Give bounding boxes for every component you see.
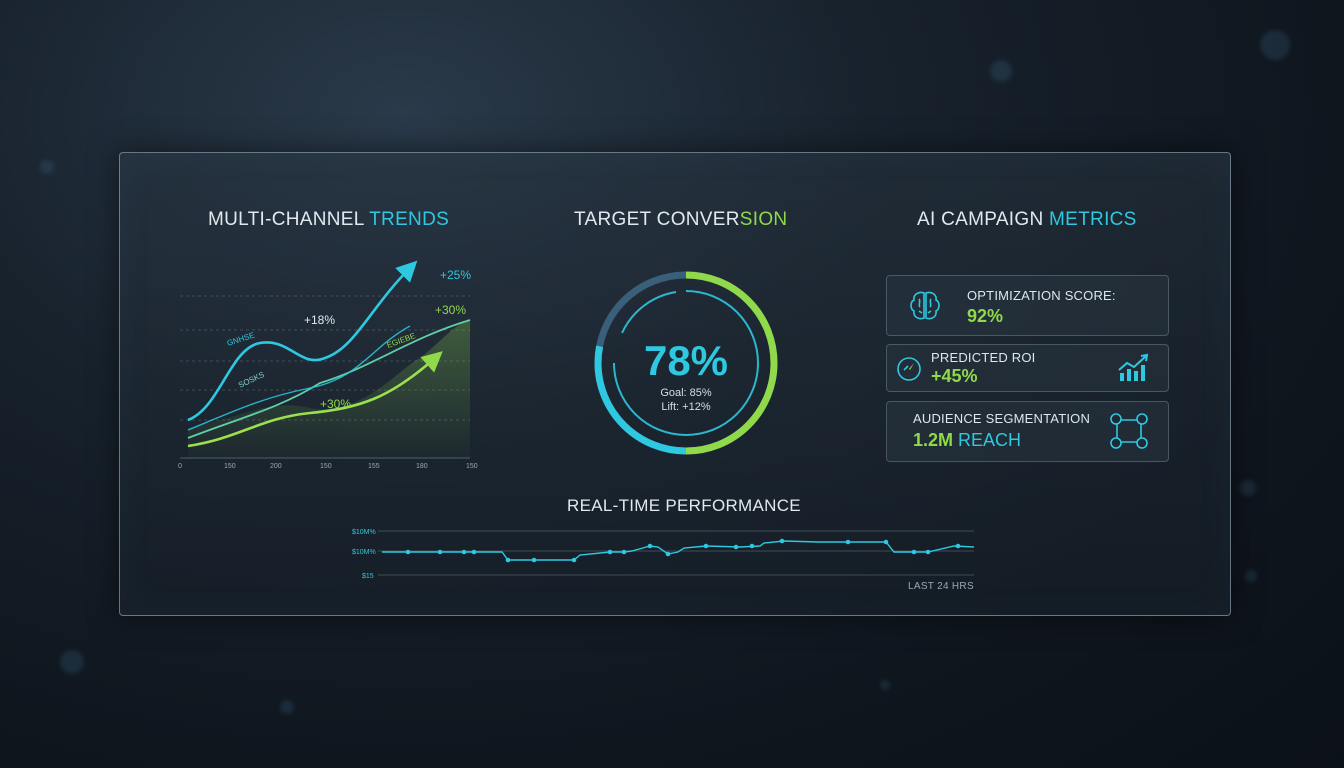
rt-point — [749, 543, 755, 549]
rt-point — [925, 549, 931, 555]
gauge-inner-arc — [613, 290, 759, 436]
rt-point — [571, 557, 577, 563]
trends-series-cyan-secondary-line — [187, 325, 411, 431]
x-tick: 155 — [368, 463, 380, 470]
roi-label: PREDICTED ROI — [931, 350, 1036, 365]
conversion-lift: Lift: +12% — [661, 401, 710, 413]
x-tick: 180 — [416, 463, 428, 470]
rt-point — [607, 549, 613, 555]
trends-x-axis: 0 150 200 150 155 180 150 — [178, 463, 478, 470]
rt-point — [883, 539, 889, 545]
background-bokeh — [1260, 30, 1290, 60]
rt-point — [405, 549, 411, 555]
trends-series-green-line — [187, 351, 443, 448]
rt-point — [733, 544, 739, 550]
metric-card-roi[interactable]: PREDICTED ROI +45% — [886, 344, 1169, 392]
trends-area-fill — [188, 320, 470, 458]
gauge-icon — [897, 357, 921, 381]
trends-label-18: +18% — [304, 313, 335, 327]
audience-value: 1.2M REACH — [913, 430, 1022, 450]
background-bokeh — [1240, 480, 1256, 496]
conversion-goal: Goal: 85% — [660, 387, 712, 399]
trends-title: MULTI-CHANNEL TRENDS — [208, 209, 450, 230]
rt-point — [665, 551, 671, 557]
rt-point — [437, 549, 443, 555]
bar-chart-trend-icon — [1118, 353, 1149, 381]
audience-label: AUDIENCE SEGMENTATION — [913, 411, 1091, 426]
optimization-value: 92% — [967, 306, 1004, 326]
metric-card-optimization[interactable]: OPTIMIZATION SCORE: 92% — [886, 275, 1169, 336]
realtime-chart: $10M% $10M% $15 — [352, 529, 975, 580]
rt-y-tick: $10M% — [352, 549, 376, 556]
background-bokeh — [60, 650, 84, 674]
background-bokeh — [40, 160, 54, 174]
trends-chart: +25% +30% +18% +30% GNHSE SOSKS EGIEBE 0… — [178, 260, 478, 470]
x-tick: 200 — [270, 463, 282, 470]
rt-point — [461, 549, 467, 555]
dashboard-panel: MULTI-CHANNEL TRENDS TARGET CONVERSION A… — [119, 152, 1231, 616]
gauge-inner-arc-left — [621, 291, 677, 334]
rt-point — [531, 557, 537, 563]
rt-point — [703, 543, 709, 549]
rt-point — [471, 549, 477, 555]
conversion-gauge: 78% Goal: 85% Lift: +12% — [594, 271, 778, 455]
rt-point — [911, 549, 917, 555]
conversion-title: TARGET CONVERSION — [574, 209, 788, 230]
realtime-title: REAL-TIME PERFORMANCE — [567, 496, 801, 515]
x-tick: 0 — [178, 463, 182, 470]
background-bokeh — [880, 680, 890, 690]
x-tick: 150 — [224, 463, 236, 470]
trends-series-cyan-line — [187, 260, 418, 422]
realtime-points — [405, 538, 961, 563]
trends-label-30-top: +30% — [435, 303, 466, 317]
rt-y-tick: $10M% — [352, 529, 376, 536]
gauge-progress-arc — [594, 271, 778, 455]
rt-point — [845, 539, 851, 545]
trends-label-25: +25% — [440, 268, 471, 282]
brain-icon — [910, 291, 940, 320]
conversion-value: 78% — [644, 337, 728, 384]
gauge-progress-arc-green — [594, 271, 778, 455]
rt-point — [621, 549, 627, 555]
x-tick: 150 — [320, 463, 332, 470]
x-tick: 150 — [466, 463, 478, 470]
metric-card-audience[interactable]: AUDIENCE SEGMENTATION 1.2M REACH — [886, 401, 1169, 462]
rt-y-tick: $15 — [362, 573, 374, 580]
rt-point — [955, 543, 961, 549]
rt-point — [779, 538, 785, 544]
trends-series-mid-line — [187, 319, 471, 439]
metrics-title: AI CAMPAIGN METRICS — [917, 209, 1137, 230]
background-bokeh — [280, 700, 294, 714]
network-nodes-icon — [1110, 413, 1148, 449]
rt-point — [647, 543, 653, 549]
background-bokeh — [1245, 570, 1257, 582]
realtime-footer: LAST 24 HRS — [908, 581, 974, 592]
roi-value: +45% — [931, 366, 978, 386]
trends-label-30-bottom: +30% — [320, 397, 351, 411]
optimization-label: OPTIMIZATION SCORE: — [967, 288, 1116, 303]
background-bokeh — [990, 60, 1012, 82]
rt-point — [505, 557, 511, 563]
trends-series-label-b: SOSKS — [237, 370, 266, 390]
